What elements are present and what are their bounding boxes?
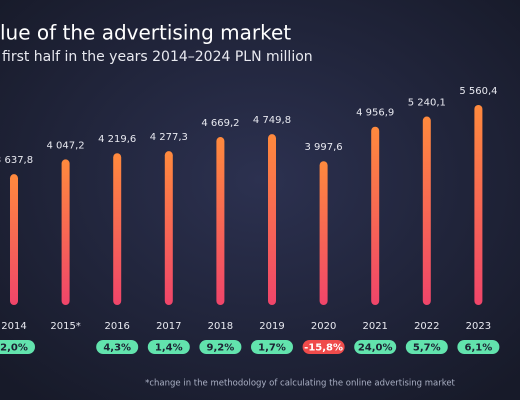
- chart-subtitle: first half in the years 2014–2024 PLN mi…: [2, 49, 313, 65]
- growth-label: 2,0%: [0, 343, 28, 354]
- x-tick-label: 2018: [208, 321, 233, 332]
- growth-label: 6,1%: [465, 343, 493, 354]
- bar: [319, 161, 328, 305]
- x-tick-label: 2023: [466, 321, 491, 332]
- value-label: 4 749,8: [253, 115, 291, 126]
- bar: [422, 116, 431, 305]
- growth-pill: [354, 340, 397, 354]
- x-tick-label: 2021: [362, 321, 387, 332]
- x-tick-label: 2016: [104, 321, 129, 332]
- growth-label: -15,8%: [304, 343, 343, 354]
- value-label: 4 277,3: [150, 132, 188, 143]
- bar: [10, 174, 18, 305]
- value-label: 5 240,1: [408, 98, 446, 109]
- chart-title: lue of the advertising market: [0, 21, 291, 45]
- value-label: 5 560,4: [459, 86, 497, 97]
- x-tick-label: 2020: [311, 321, 336, 332]
- x-tick-label: 2014: [1, 321, 26, 332]
- bar: [164, 151, 173, 305]
- growth-label: 24,0%: [358, 343, 393, 354]
- growth-pill: [251, 340, 293, 354]
- growth-pill: [199, 340, 242, 354]
- x-tick-label: 2019: [259, 321, 284, 332]
- bar: [371, 126, 380, 306]
- growth-label: 4,3%: [103, 343, 131, 354]
- value-label: 3 997,6: [305, 142, 343, 153]
- growth-label: 1,4%: [155, 343, 183, 354]
- bar: [216, 137, 225, 305]
- bar: [113, 153, 122, 305]
- value-label: 4 669,2: [201, 118, 239, 129]
- value-label: 3 637,8: [0, 155, 33, 166]
- x-tick-label: 2015*: [50, 321, 80, 332]
- value-label: 4 047,2: [47, 140, 85, 151]
- growth-pill: [405, 340, 448, 354]
- bar: [268, 134, 276, 305]
- growth-label: 9,2%: [207, 343, 235, 354]
- footnote: *change in the methodology of calculatin…: [145, 379, 455, 389]
- growth-pill: [147, 340, 190, 354]
- growth-pill: [96, 340, 139, 354]
- bar: [61, 159, 70, 305]
- x-tick-label: 2017: [156, 321, 181, 332]
- value-label: 4 956,9: [356, 108, 394, 119]
- growth-pill: [457, 340, 500, 354]
- growth-pill: [302, 340, 345, 354]
- growth-pill: [0, 340, 35, 354]
- growth-label: 5,7%: [413, 343, 441, 354]
- value-label: 4 219,6: [98, 134, 136, 145]
- growth-label: 1,7%: [258, 343, 286, 354]
- x-tick-label: 2022: [414, 321, 439, 332]
- bar: [474, 105, 483, 305]
